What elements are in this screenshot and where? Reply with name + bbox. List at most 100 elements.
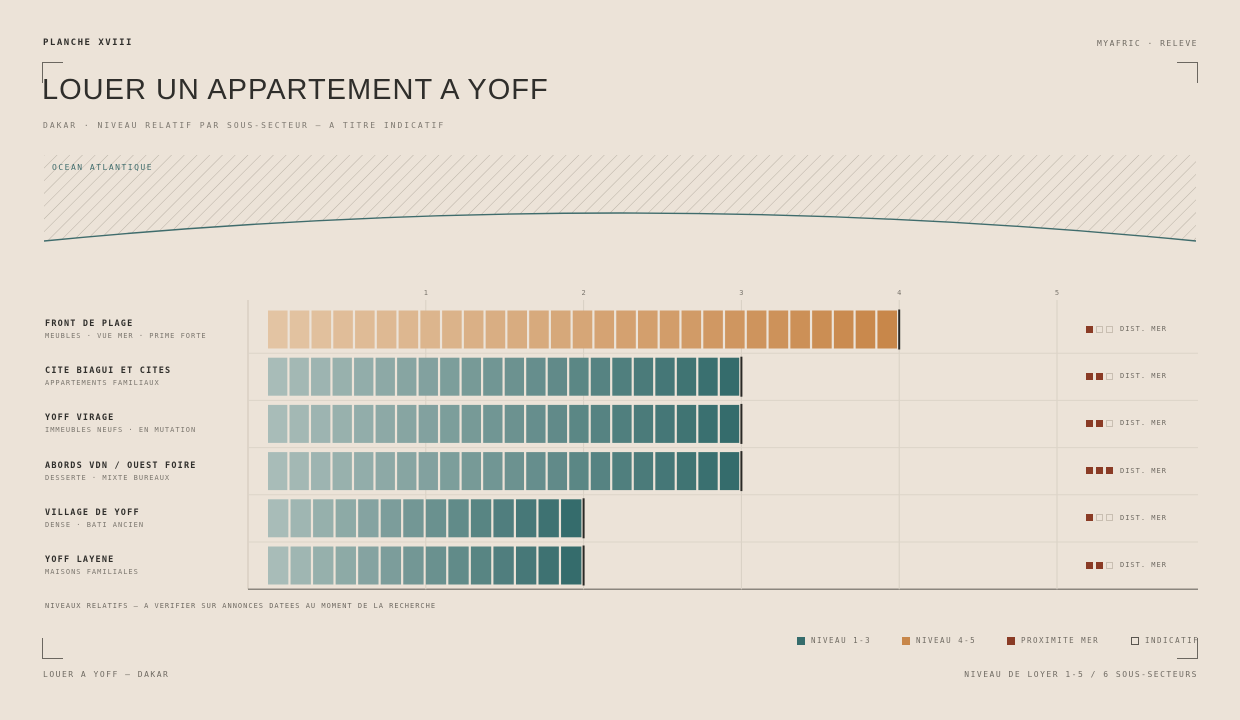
bar-segment [526, 404, 546, 443]
subsector-name: FRONT DE PLAGE [45, 319, 134, 329]
bar-segment [633, 452, 654, 491]
plate-number: PLANCHE XVIII [43, 38, 133, 48]
bar-segment [335, 499, 356, 538]
proximity-indicator: DIST. MER [1086, 419, 1167, 427]
bar-segment [515, 499, 537, 538]
corner-mark-top-right [1177, 62, 1198, 83]
bar-segment [569, 357, 589, 396]
bar-segment [397, 404, 417, 443]
bar-segment [268, 546, 289, 585]
bar-segment [420, 310, 440, 349]
ocean-map [44, 155, 1196, 242]
bar-segment [311, 404, 331, 443]
subsector-name: YOFF VIRAGE [45, 413, 115, 424]
bar-segment [507, 310, 527, 349]
bar-segment [590, 404, 611, 443]
bar-segment [268, 404, 288, 443]
proximity-label: DIST. MER [1120, 372, 1167, 381]
proximity-indicator: DIST. MER [1086, 467, 1167, 475]
bar-segment [440, 452, 460, 491]
tick-label: 1 [424, 289, 428, 297]
bar-segment [612, 452, 632, 491]
legend-swatch-indicative [1131, 636, 1139, 645]
bar-segment [311, 310, 332, 349]
bar-segment [354, 357, 374, 396]
bar-segment [289, 404, 309, 443]
bar-segment [855, 310, 876, 349]
bar-segment [676, 452, 697, 491]
ocean-label: OCEAN ATLANTIQUE [52, 163, 154, 172]
bar-segment [638, 310, 658, 349]
proximity-box-filled [1086, 514, 1093, 522]
row-label: YOFF LAYENE MAISONS FAMILIALES [45, 555, 139, 576]
legend-level-low: NIVEAU 1-3 [797, 636, 871, 645]
bar-segment [354, 404, 374, 443]
bar-segment [448, 499, 469, 538]
proximity-box-filled [1096, 561, 1103, 569]
bar-segment [313, 546, 334, 585]
proximity-box-filled [1086, 419, 1093, 427]
bar-segment [332, 452, 352, 491]
bar-segment [655, 452, 675, 491]
bar-segment [655, 357, 675, 396]
legend-swatch-proximity [1007, 636, 1015, 645]
bar-segment [290, 499, 311, 538]
bar-segment [633, 404, 654, 443]
corner-mark-bottom-left [42, 638, 63, 659]
bar-segment [470, 499, 492, 538]
bar-segment [289, 310, 310, 349]
bar-segment [515, 546, 537, 585]
bar-segment [290, 546, 311, 585]
subsector-description: DESSERTE · MIXTE BUREAUX [45, 473, 171, 482]
bar-segment [461, 404, 481, 443]
row-label: ABORDS VDN / OUEST FOIRE DESSERTE · MIXTE… [45, 461, 197, 482]
bar-segment [403, 499, 424, 538]
proximity-box-filled [1086, 372, 1093, 380]
bar-segment [569, 404, 589, 443]
coastline [44, 212, 1196, 242]
bar-segment [380, 499, 402, 538]
proximity-box-empty [1106, 419, 1113, 427]
bar-segment [354, 452, 374, 491]
corner-mark-top-left [42, 62, 63, 83]
legend-label: INDICATIF [1145, 636, 1200, 645]
bar-segment [698, 452, 718, 491]
legend-proximity: PROXIMITE MER [1007, 636, 1099, 645]
bar-segment [877, 310, 897, 349]
bar-segment [504, 357, 525, 396]
legend-indicative: INDICATIF [1131, 636, 1199, 645]
bar-segment [398, 310, 419, 349]
subsector-name: CITE BIAGUI ET CITES [45, 366, 172, 377]
bar-segment [289, 452, 309, 491]
bar-segment [569, 452, 589, 491]
row-label: CITE BIAGUI ET CITES APPARTEMENTS FAMILIA… [45, 366, 171, 387]
bar-segment [418, 452, 438, 491]
bar-segment [463, 310, 484, 349]
legend-swatch-orange [902, 636, 910, 645]
bar-segment [375, 404, 395, 443]
subsector-description: MAISONS FAMILIALES [45, 568, 139, 576]
bar-segment [333, 310, 353, 349]
bar-segment [335, 546, 356, 585]
bar-segment [493, 546, 514, 585]
proximity-box-empty [1096, 514, 1103, 522]
proximity-indicator: DIST. MER [1086, 514, 1167, 522]
bar-segment [397, 452, 417, 491]
proximity-indicator: DIST. MER [1086, 325, 1167, 333]
bar-segment [358, 499, 379, 538]
proximity-box-empty [1096, 325, 1103, 333]
corner-mark-bottom-right [1177, 638, 1198, 659]
proximity-box-empty [1106, 514, 1113, 522]
row-label: VILLAGE DE YOFF DENSE · BATI ANCIEN [45, 508, 144, 529]
bar-segment [358, 546, 379, 585]
bar-segment [268, 357, 288, 396]
proximity-box-filled [1096, 467, 1103, 475]
proximity-box-empty [1106, 372, 1113, 380]
bar-segment [659, 310, 680, 349]
proximity-box-filled [1086, 467, 1093, 475]
bar-segment [470, 546, 492, 585]
bar-segment [676, 404, 697, 443]
bar-segment [676, 357, 697, 396]
bar-segment [616, 310, 636, 349]
subsector-description: IMMEUBLES NEUFS · EN MUTATION [45, 426, 197, 435]
